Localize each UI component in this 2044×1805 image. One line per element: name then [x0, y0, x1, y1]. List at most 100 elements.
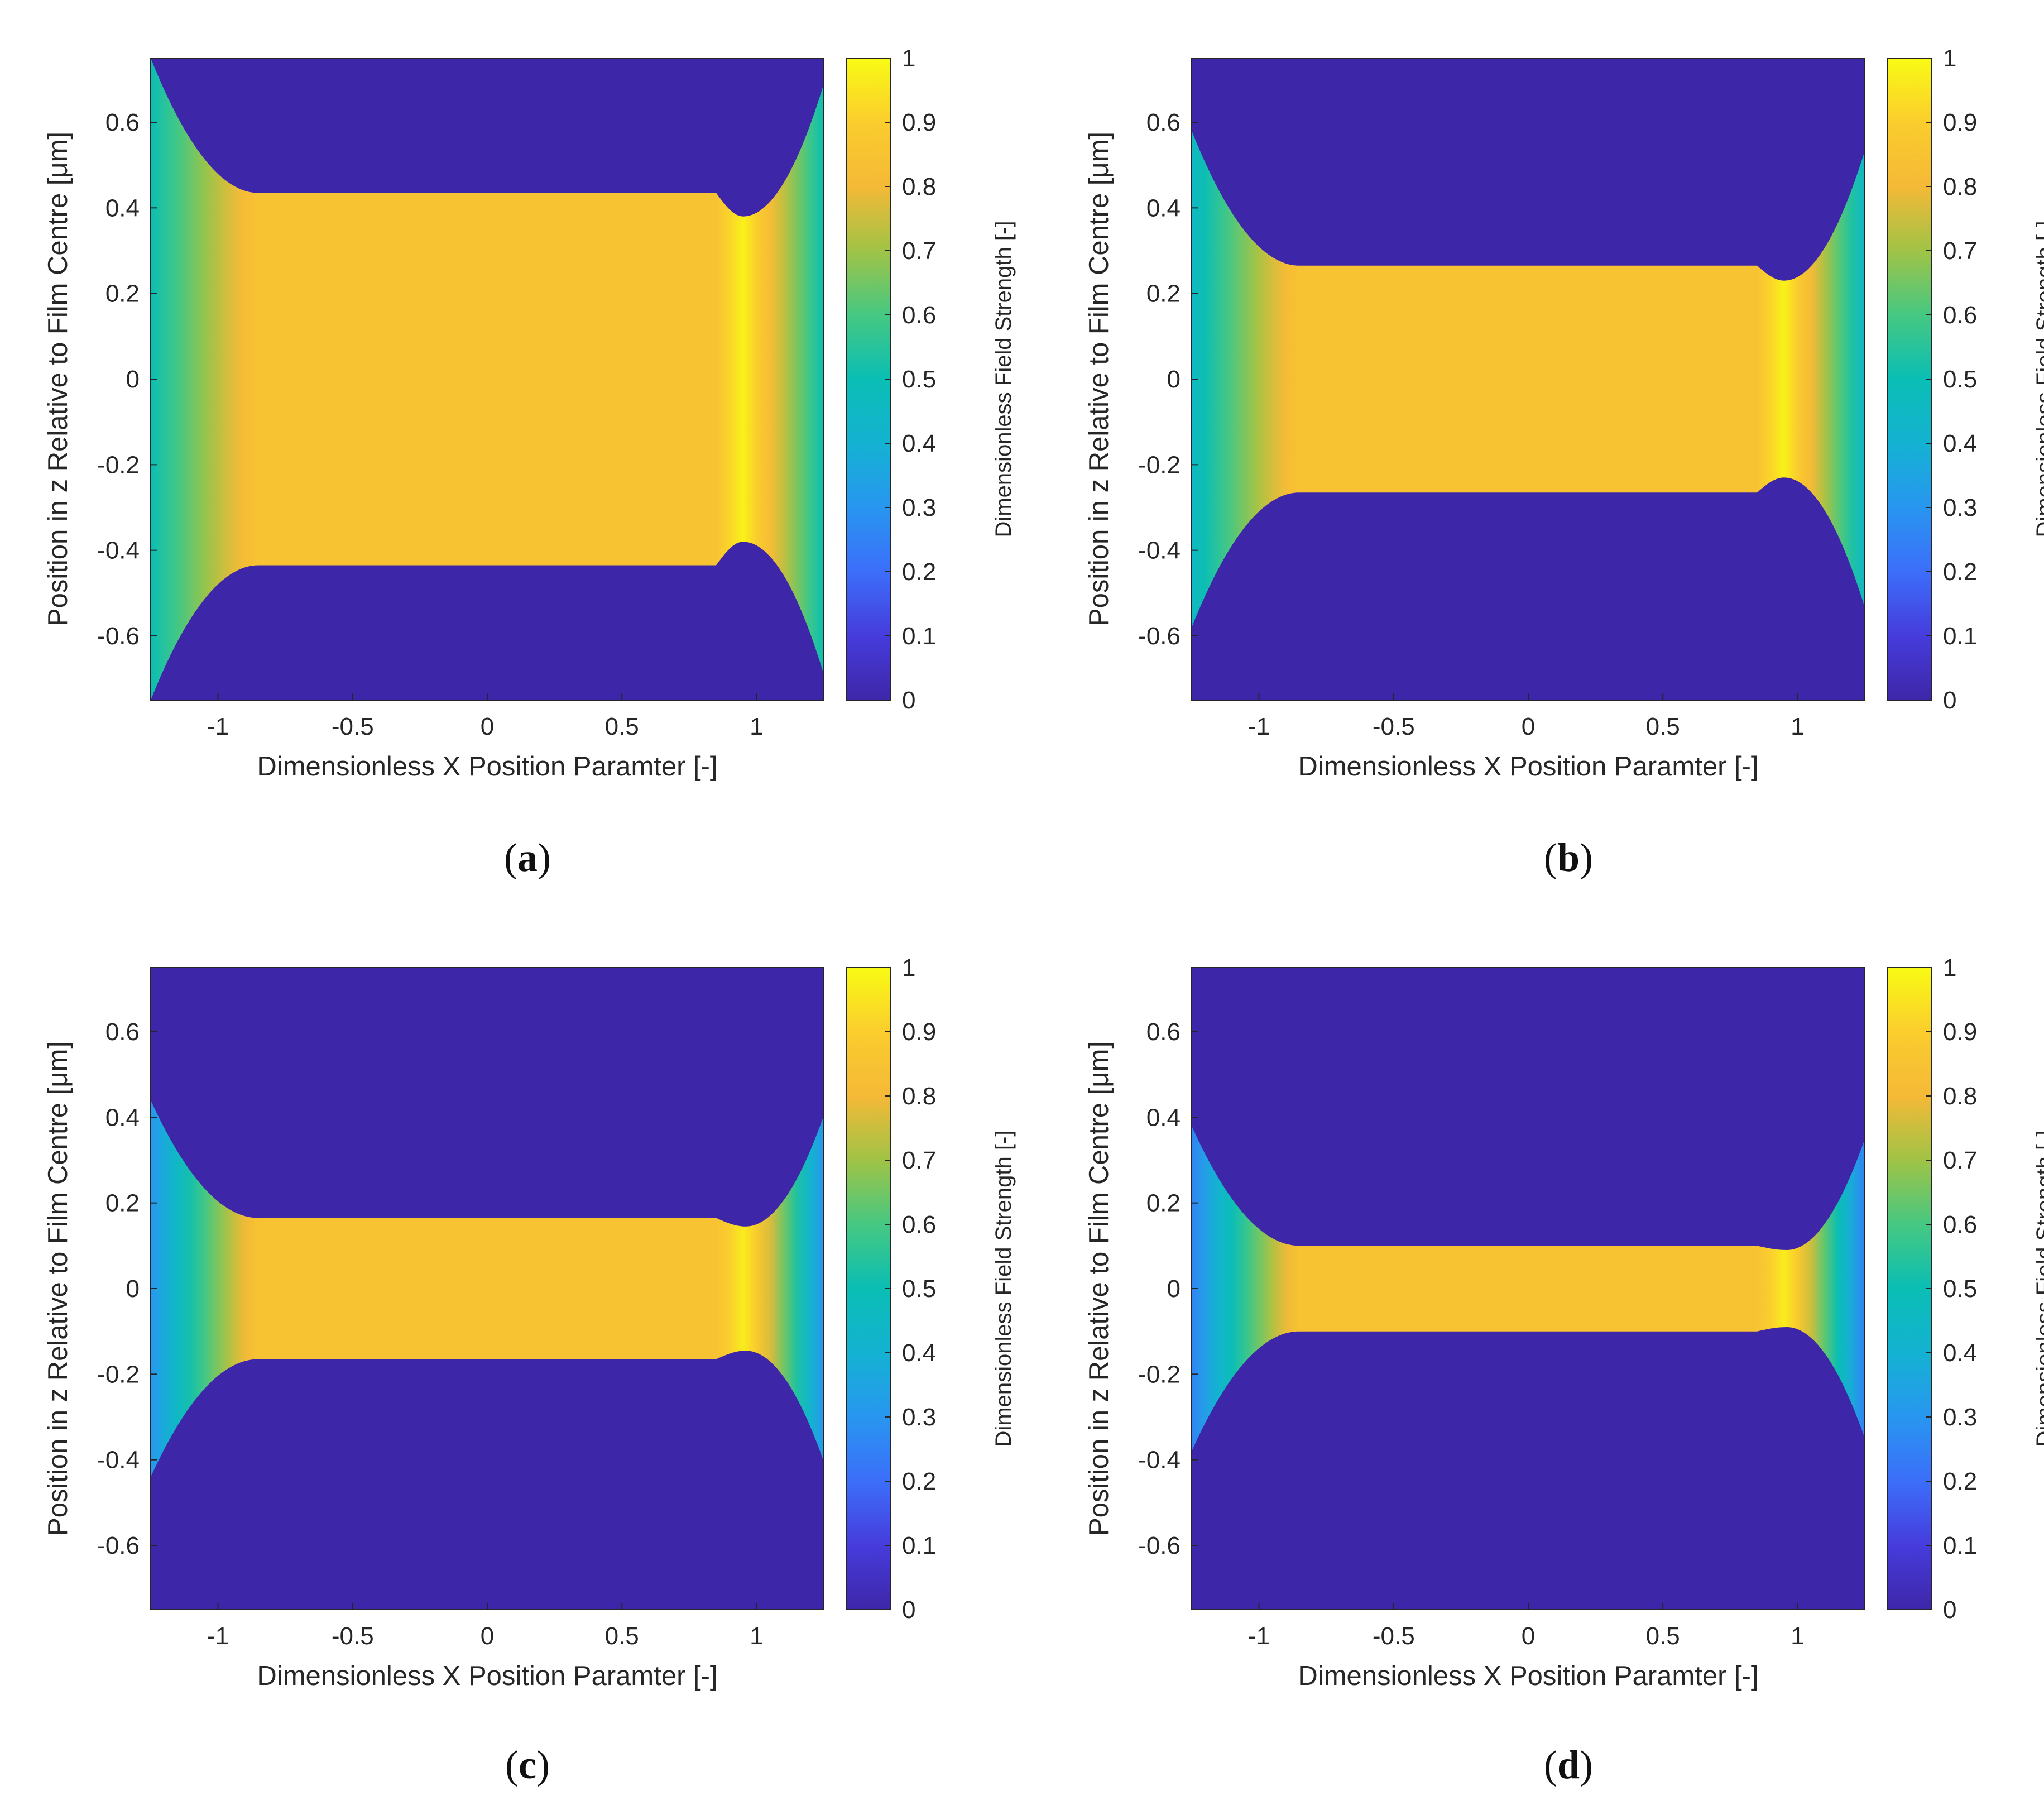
- colorbar-tick-label: 0: [902, 1596, 915, 1624]
- y-tick-label: 0.4: [105, 194, 140, 222]
- colorbar-tick-label: 0.7: [1943, 1147, 1977, 1174]
- y-axis-label: Position in z Relative to Film Centre [μ…: [43, 132, 73, 626]
- x-tick-label: -1: [207, 713, 229, 740]
- colorbar-tick-label: 0: [902, 687, 915, 714]
- colorbar: [1887, 967, 1932, 1610]
- film-field-region: [1192, 131, 1865, 628]
- x-axis-label: Dimensionless X Position Paramter [-]: [1298, 751, 1758, 782]
- x-tick-label: 1: [750, 1622, 763, 1650]
- x-axis-label: Dimensionless X Position Paramter [-]: [257, 1661, 717, 1691]
- colorbar-tick-label: 0.1: [902, 623, 936, 650]
- y-tick-label: 0.2: [105, 280, 140, 308]
- panel-caption-letter: a: [517, 835, 538, 880]
- y-tick-label: 0.4: [1146, 1104, 1181, 1131]
- colorbar-tick-label: 0.3: [902, 1404, 936, 1431]
- y-tick-label: -0.4: [97, 537, 140, 564]
- x-tick-label: 0: [481, 1622, 494, 1650]
- y-axis-label: Position in z Relative to Film Centre [μ…: [1084, 132, 1114, 626]
- y-tick-label: 0: [1167, 366, 1181, 393]
- colorbar-label: Dimensionless Field Strength [-]: [2032, 221, 2044, 538]
- colorbar: [1887, 58, 1932, 701]
- y-tick-label: 0.2: [1146, 1190, 1181, 1217]
- colorbar-tick-label: 0.6: [902, 1211, 936, 1238]
- x-tick-label: 0.5: [1646, 713, 1680, 740]
- panel-caption: (b): [1544, 835, 1593, 880]
- colorbar-tick-label: 0.8: [902, 1083, 936, 1110]
- x-tick-label: 1: [750, 713, 763, 740]
- x-tick-label: -0.5: [332, 713, 374, 740]
- colorbar-tick-label: 0.8: [1943, 1083, 1977, 1110]
- y-tick-label: -0.4: [1138, 1447, 1181, 1474]
- colorbar-tick-label: 0.5: [1943, 1275, 1977, 1303]
- colorbar-tick-label: 0.4: [1943, 430, 1977, 457]
- colorbar-tick-label: 0.7: [902, 237, 936, 265]
- y-axis-label: Position in z Relative to Film Centre [μ…: [1084, 1041, 1114, 1536]
- x-axis-label: Dimensionless X Position Paramter [-]: [1298, 1661, 1758, 1691]
- y-tick-label: 0.4: [1146, 194, 1181, 222]
- colorbar-label: Dimensionless Field Strength [-]: [2032, 1131, 2044, 1447]
- y-tick-label: -0.6: [97, 623, 140, 650]
- colorbar-tick-label: 0.1: [902, 1532, 936, 1559]
- colorbar-tick-label: 0.4: [902, 1339, 936, 1367]
- colorbar-label: Dimensionless Field Strength [-]: [991, 1131, 1016, 1447]
- y-tick-label: 0: [126, 1275, 140, 1303]
- colorbar-tick-label: 0.6: [1943, 301, 1977, 329]
- x-tick-label: 0.5: [605, 1622, 639, 1650]
- colorbar-tick-label: 0.6: [902, 301, 936, 329]
- panel-caption-letter: d: [1557, 1742, 1580, 1787]
- colorbar-tick-label: 1: [902, 954, 915, 982]
- x-axis-label: Dimensionless X Position Paramter [-]: [257, 751, 717, 782]
- x-tick-label: 1: [1791, 1622, 1804, 1650]
- colorbar-tick-label: 0.9: [902, 109, 936, 136]
- panel-caption: (d): [1544, 1742, 1593, 1787]
- colorbar-tick-label: 0.6: [1943, 1211, 1977, 1238]
- y-tick-label: 0.2: [105, 1190, 140, 1217]
- x-tick-label: 0.5: [605, 713, 639, 740]
- colorbar-tick-label: 0.7: [1943, 237, 1977, 265]
- colorbar-tick-label: 0.5: [1943, 366, 1977, 393]
- colorbar-tick-label: 0.5: [902, 366, 936, 393]
- colorbar-label: Dimensionless Field Strength [-]: [991, 221, 1016, 538]
- colorbar-tick-label: 0.7: [902, 1147, 936, 1174]
- x-tick-label: 0: [481, 713, 494, 740]
- panel-caption-letter: b: [1557, 835, 1580, 880]
- film-field-region: [151, 1100, 824, 1477]
- y-tick-label: -0.2: [1138, 1361, 1181, 1388]
- colorbar-tick-label: 1: [902, 45, 915, 72]
- colorbar-tick-label: 0.5: [902, 1275, 936, 1303]
- colorbar-tick-label: 0.4: [1943, 1339, 1977, 1367]
- colorbar: [846, 58, 891, 701]
- colorbar-tick-label: 0.3: [1943, 494, 1977, 521]
- y-axis-label: Position in z Relative to Film Centre [μ…: [43, 1041, 73, 1536]
- colorbar-tick-label: 0.2: [1943, 1468, 1977, 1495]
- panel-caption-letter: c: [519, 1742, 536, 1787]
- colorbar-tick-label: 0.4: [902, 430, 936, 457]
- y-tick-label: -0.2: [1138, 451, 1181, 478]
- y-tick-label: 0.6: [1146, 1018, 1181, 1046]
- panel-caption: (c): [505, 1742, 550, 1787]
- colorbar-tick-label: 0.2: [1943, 558, 1977, 586]
- panel-d: -1 -0.5 0 0.5 1 0.6 0.4 0.2 0 -0.2 -0.4 -0.6 Dimensi…: [1084, 954, 2044, 1787]
- colorbar-tick-label: 0.2: [902, 1468, 936, 1495]
- x-tick-label: 1: [1791, 713, 1804, 740]
- x-tick-label: -0.5: [332, 1622, 374, 1650]
- y-tick-label: 0.6: [105, 1018, 140, 1046]
- colorbar-tick-label: 0.9: [902, 1018, 936, 1046]
- colorbar-tick-label: 0.8: [902, 173, 936, 200]
- y-tick-label: -0.2: [97, 451, 140, 478]
- x-tick-label: 0.5: [1646, 1622, 1680, 1650]
- colorbar-tick-label: 0.8: [1943, 173, 1977, 200]
- x-tick-label: -1: [1248, 1622, 1270, 1650]
- y-tick-label: 0: [126, 366, 140, 393]
- film-field-region: [151, 58, 824, 700]
- panel-a: -1 -0.5 0 0.5 1 0.6 0.4 0.2 0 -0.2 -0.4 -0.6 Dimensi…: [43, 45, 1016, 880]
- y-tick-label: -0.4: [1138, 537, 1181, 564]
- y-tick-label: 0.4: [105, 1104, 140, 1131]
- x-tick-label: 0: [1522, 1622, 1535, 1650]
- y-tick-label: 0.6: [1146, 109, 1181, 136]
- y-tick-label: -0.6: [1138, 623, 1181, 650]
- colorbar: [846, 967, 891, 1610]
- y-tick-label: -0.6: [1138, 1532, 1181, 1559]
- x-tick-label: -1: [207, 1622, 229, 1650]
